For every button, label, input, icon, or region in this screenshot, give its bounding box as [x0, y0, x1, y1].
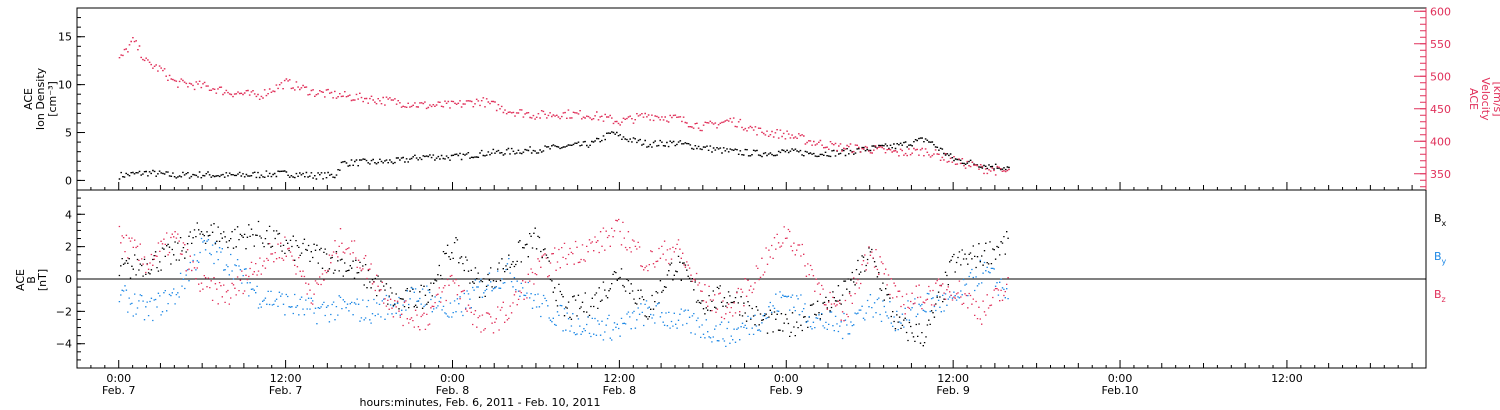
bz-points: [118, 218, 1009, 334]
x-tick-time-label: 12:00: [937, 372, 969, 385]
bz-series: [118, 218, 1009, 334]
x-tick-time-label: 12:00: [270, 372, 302, 385]
x-tick-time-label: 0:00: [106, 372, 131, 385]
density-tick-label: 5: [65, 127, 72, 140]
x-tick-date-label: Feb. 7: [269, 384, 302, 397]
x-tick-date-label: Feb. 9: [770, 384, 803, 397]
velocity-series: [118, 37, 1010, 176]
field-tick-label: −2: [56, 305, 72, 318]
velocity-axis-label-line1: ACE: [1467, 88, 1480, 110]
top-panel-plot: [118, 37, 1010, 180]
legend-bx: Bx: [1434, 212, 1447, 228]
bx-series: [118, 220, 1009, 347]
x-axis-title: hours:minutes, Feb. 6, 2011 - Feb. 10, 2…: [359, 396, 600, 409]
x-tick-time-label: 12:00: [1271, 372, 1303, 385]
legend-bz: Bz: [1434, 288, 1446, 304]
density-tick-label: 15: [58, 31, 72, 44]
bottom-panel-plot: [77, 218, 1426, 348]
density-tick-label: 0: [65, 174, 72, 187]
velocity-tick-label: 450: [1430, 103, 1451, 116]
velocity-axis-label-line3: [km/s]: [1491, 81, 1500, 116]
velocity-tick-label: 350: [1430, 168, 1451, 181]
by-series: [118, 237, 1009, 348]
density-axis-label-line3: [cm⁻³]: [46, 81, 59, 117]
top-panel-frame: [76, 7, 1427, 191]
x-tick-time-label: 0:00: [774, 372, 799, 385]
x-tick-date-label: Feb.10: [1102, 384, 1139, 397]
velocity-tick-label: 500: [1430, 70, 1451, 83]
velocity-tick-label: 600: [1430, 5, 1451, 18]
x-tick-time-label: 12:00: [604, 372, 636, 385]
x-tick-date-label: Feb. 9: [936, 384, 969, 397]
by-points: [118, 237, 1009, 348]
field-axis-label-line2: B: [25, 276, 38, 284]
x-tick-time-label: 0:00: [1108, 372, 1133, 385]
x-tick-date-label: Feb. 8: [436, 384, 469, 397]
x-tick-date-label: Feb. 7: [102, 384, 135, 397]
field-tick-label: 0: [65, 273, 72, 286]
velocity-tick-label: 550: [1430, 38, 1451, 51]
density-series: [118, 131, 1010, 180]
field-axis-label-line3: [nT]: [36, 269, 49, 291]
x-tick-time-label: 0:00: [440, 372, 465, 385]
density-axis-label-line1: ACE: [22, 88, 35, 110]
legend-by: By: [1434, 250, 1447, 266]
field-tick-label: 4: [65, 208, 72, 221]
axes-layer: 051015350400450500550600−4−20240:00Feb. …: [56, 5, 1451, 397]
density-points: [118, 131, 1010, 180]
bx-points: [118, 220, 1009, 347]
density-axis-label-line2: Ion Density: [34, 67, 47, 130]
field-tick-label: 2: [65, 241, 72, 254]
velocity-tick-label: 400: [1430, 135, 1451, 148]
velocity-points: [118, 37, 1010, 176]
field-tick-label: −4: [56, 338, 72, 351]
velocity-axis-label-line2: Velocity: [1479, 77, 1492, 121]
density-tick-label: 10: [58, 79, 72, 92]
x-tick-date-label: Feb. 8: [603, 384, 636, 397]
field-axis-label-line1: ACE: [14, 269, 27, 291]
